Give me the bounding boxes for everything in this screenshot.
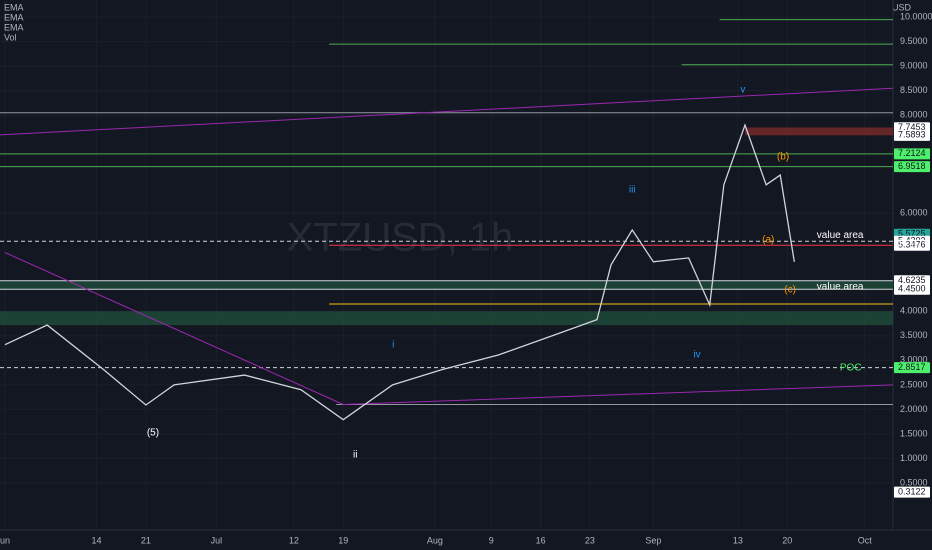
legend-entry: EMA	[4, 12, 24, 22]
x-tick-label: un	[0, 535, 10, 545]
legend-entry: EMA	[4, 22, 24, 32]
x-tick-label: 12	[289, 535, 299, 545]
price-tag	[894, 239, 930, 251]
y-tick-label: 2.5000	[900, 379, 928, 389]
x-tick-label: Sep	[645, 535, 661, 545]
y-tick-label: 9.0000	[900, 61, 928, 71]
price-tag-label: 6.9518	[898, 161, 926, 171]
price-tag-label: 0.3122	[898, 487, 926, 497]
price-tag	[894, 362, 930, 374]
annotation: iv	[693, 350, 700, 361]
annotation: value area	[817, 281, 864, 292]
currency: USD	[892, 2, 912, 12]
x-tick-label: 14	[92, 535, 102, 545]
legend-entry: EMA	[4, 2, 24, 12]
annotation: (c)	[784, 284, 796, 295]
y-tick-label: 1.5000	[900, 428, 928, 438]
price-tag-label: 5.3476	[898, 240, 926, 250]
annotation: iii	[629, 184, 636, 195]
price-tag-label: 2.8517	[898, 362, 926, 372]
y-tick-label: 10.0000	[900, 12, 932, 22]
price-tag	[894, 129, 930, 141]
trend-line	[4, 252, 344, 405]
y-tick-label: 6.0000	[900, 208, 928, 218]
price-tag-label: 7.5893	[898, 130, 926, 140]
y-tick-label: 0.5000	[900, 477, 928, 487]
legend-entry: Vol	[4, 32, 17, 42]
y-tick-label: 1.0000	[900, 453, 928, 463]
y-tick-label: 3.0000	[900, 355, 928, 365]
x-tick-label: Aug	[427, 535, 443, 545]
price-tag	[894, 161, 930, 173]
annotation: (b)	[777, 152, 789, 163]
x-tick-label: 9	[489, 535, 494, 545]
price-tag-label: 7.2124	[898, 148, 926, 158]
x-tick-label: 13	[733, 535, 743, 545]
annotation: (5)	[147, 428, 159, 439]
price-tag-label: 7.7453	[898, 122, 926, 132]
trend-line	[343, 384, 894, 405]
x-tick-label: Jul	[211, 535, 223, 545]
watermark: XTZUSD, 1h	[287, 216, 514, 260]
price-line	[4, 123, 795, 421]
annotation: value area	[817, 230, 864, 241]
trend-line	[0, 87, 894, 136]
annotation: POC	[840, 362, 862, 373]
annotation: v	[740, 84, 745, 95]
price-tag	[894, 283, 930, 295]
zone	[744, 127, 893, 136]
price-tag-label: 4.4500	[898, 284, 926, 294]
x-tick-label: 16	[536, 535, 546, 545]
countdown: 13:41	[898, 239, 919, 248]
y-tick-label: 8.5000	[900, 85, 928, 95]
zone	[0, 311, 893, 326]
y-tick-label: 2.0000	[900, 404, 928, 414]
x-tick-label: 19	[338, 535, 348, 545]
price-tag	[894, 275, 930, 287]
annotation: (a)	[762, 234, 774, 245]
grid	[0, 0, 893, 530]
annotation: i	[392, 339, 394, 350]
zone	[0, 280, 893, 290]
x-tick-label: 23	[585, 535, 595, 545]
y-tick-label: 4.0000	[900, 306, 928, 316]
price-tag	[894, 486, 930, 498]
y-tick-label: 9.5000	[900, 36, 928, 46]
price-tag-label: 5.5725	[898, 229, 926, 239]
y-tick-label: 3.5000	[900, 330, 928, 340]
price-tag-label: 4.6235	[898, 275, 926, 285]
x-tick-label: 21	[141, 535, 151, 545]
x-tick-label: Oct	[858, 535, 873, 545]
x-tick-label: 20	[782, 535, 792, 545]
annotation: ii	[353, 450, 357, 461]
price-tag	[894, 148, 930, 160]
y-tick-label: 8.0000	[900, 110, 928, 120]
